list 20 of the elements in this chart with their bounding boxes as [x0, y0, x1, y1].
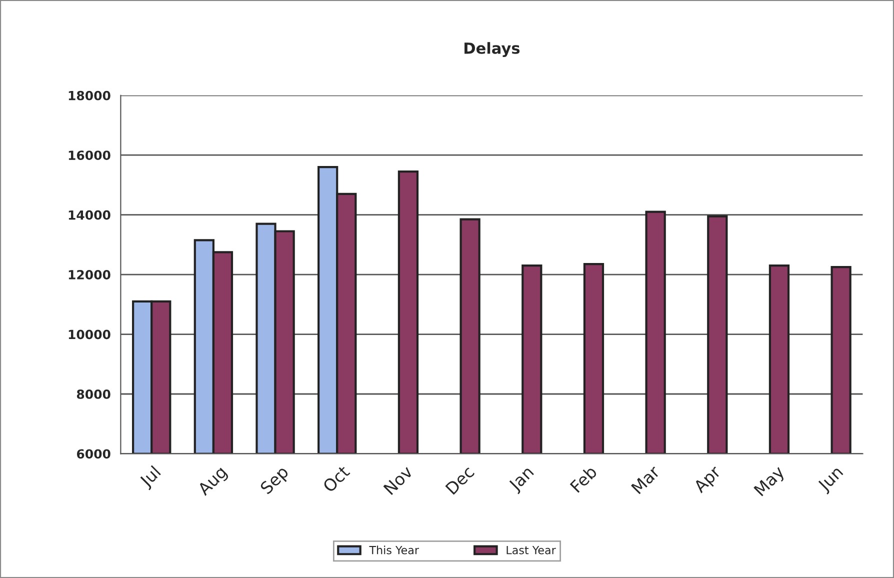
x-tick-label: Nov [383, 464, 414, 496]
y-tick-label: 10000 [68, 330, 110, 340]
x-tick-label: Jul [138, 465, 164, 490]
x-tick-label: Sep [259, 465, 292, 497]
x-tick-label: Jun [816, 466, 846, 494]
y-tick-label: 18000 [68, 90, 110, 100]
y-tick-label: 6000 [76, 449, 110, 459]
x-tick-label: Apr [692, 464, 724, 496]
y-tick-label: 14000 [68, 210, 110, 220]
x-tick-label: Dec [445, 465, 475, 495]
y-tick-label: 12000 [68, 270, 110, 280]
legend-label: Last Year [506, 546, 556, 554]
legend-label: This Year [369, 546, 420, 554]
x-tick-label: Mar [630, 464, 661, 494]
y-tick-label: 16000 [68, 150, 110, 160]
x-tick-label: Jan [508, 466, 536, 494]
y-tick-label: 8000 [76, 389, 110, 399]
chart-title: Delays [464, 42, 520, 57]
x-tick-label: Oct [322, 464, 350, 493]
x-tick-label: Feb [569, 464, 598, 493]
